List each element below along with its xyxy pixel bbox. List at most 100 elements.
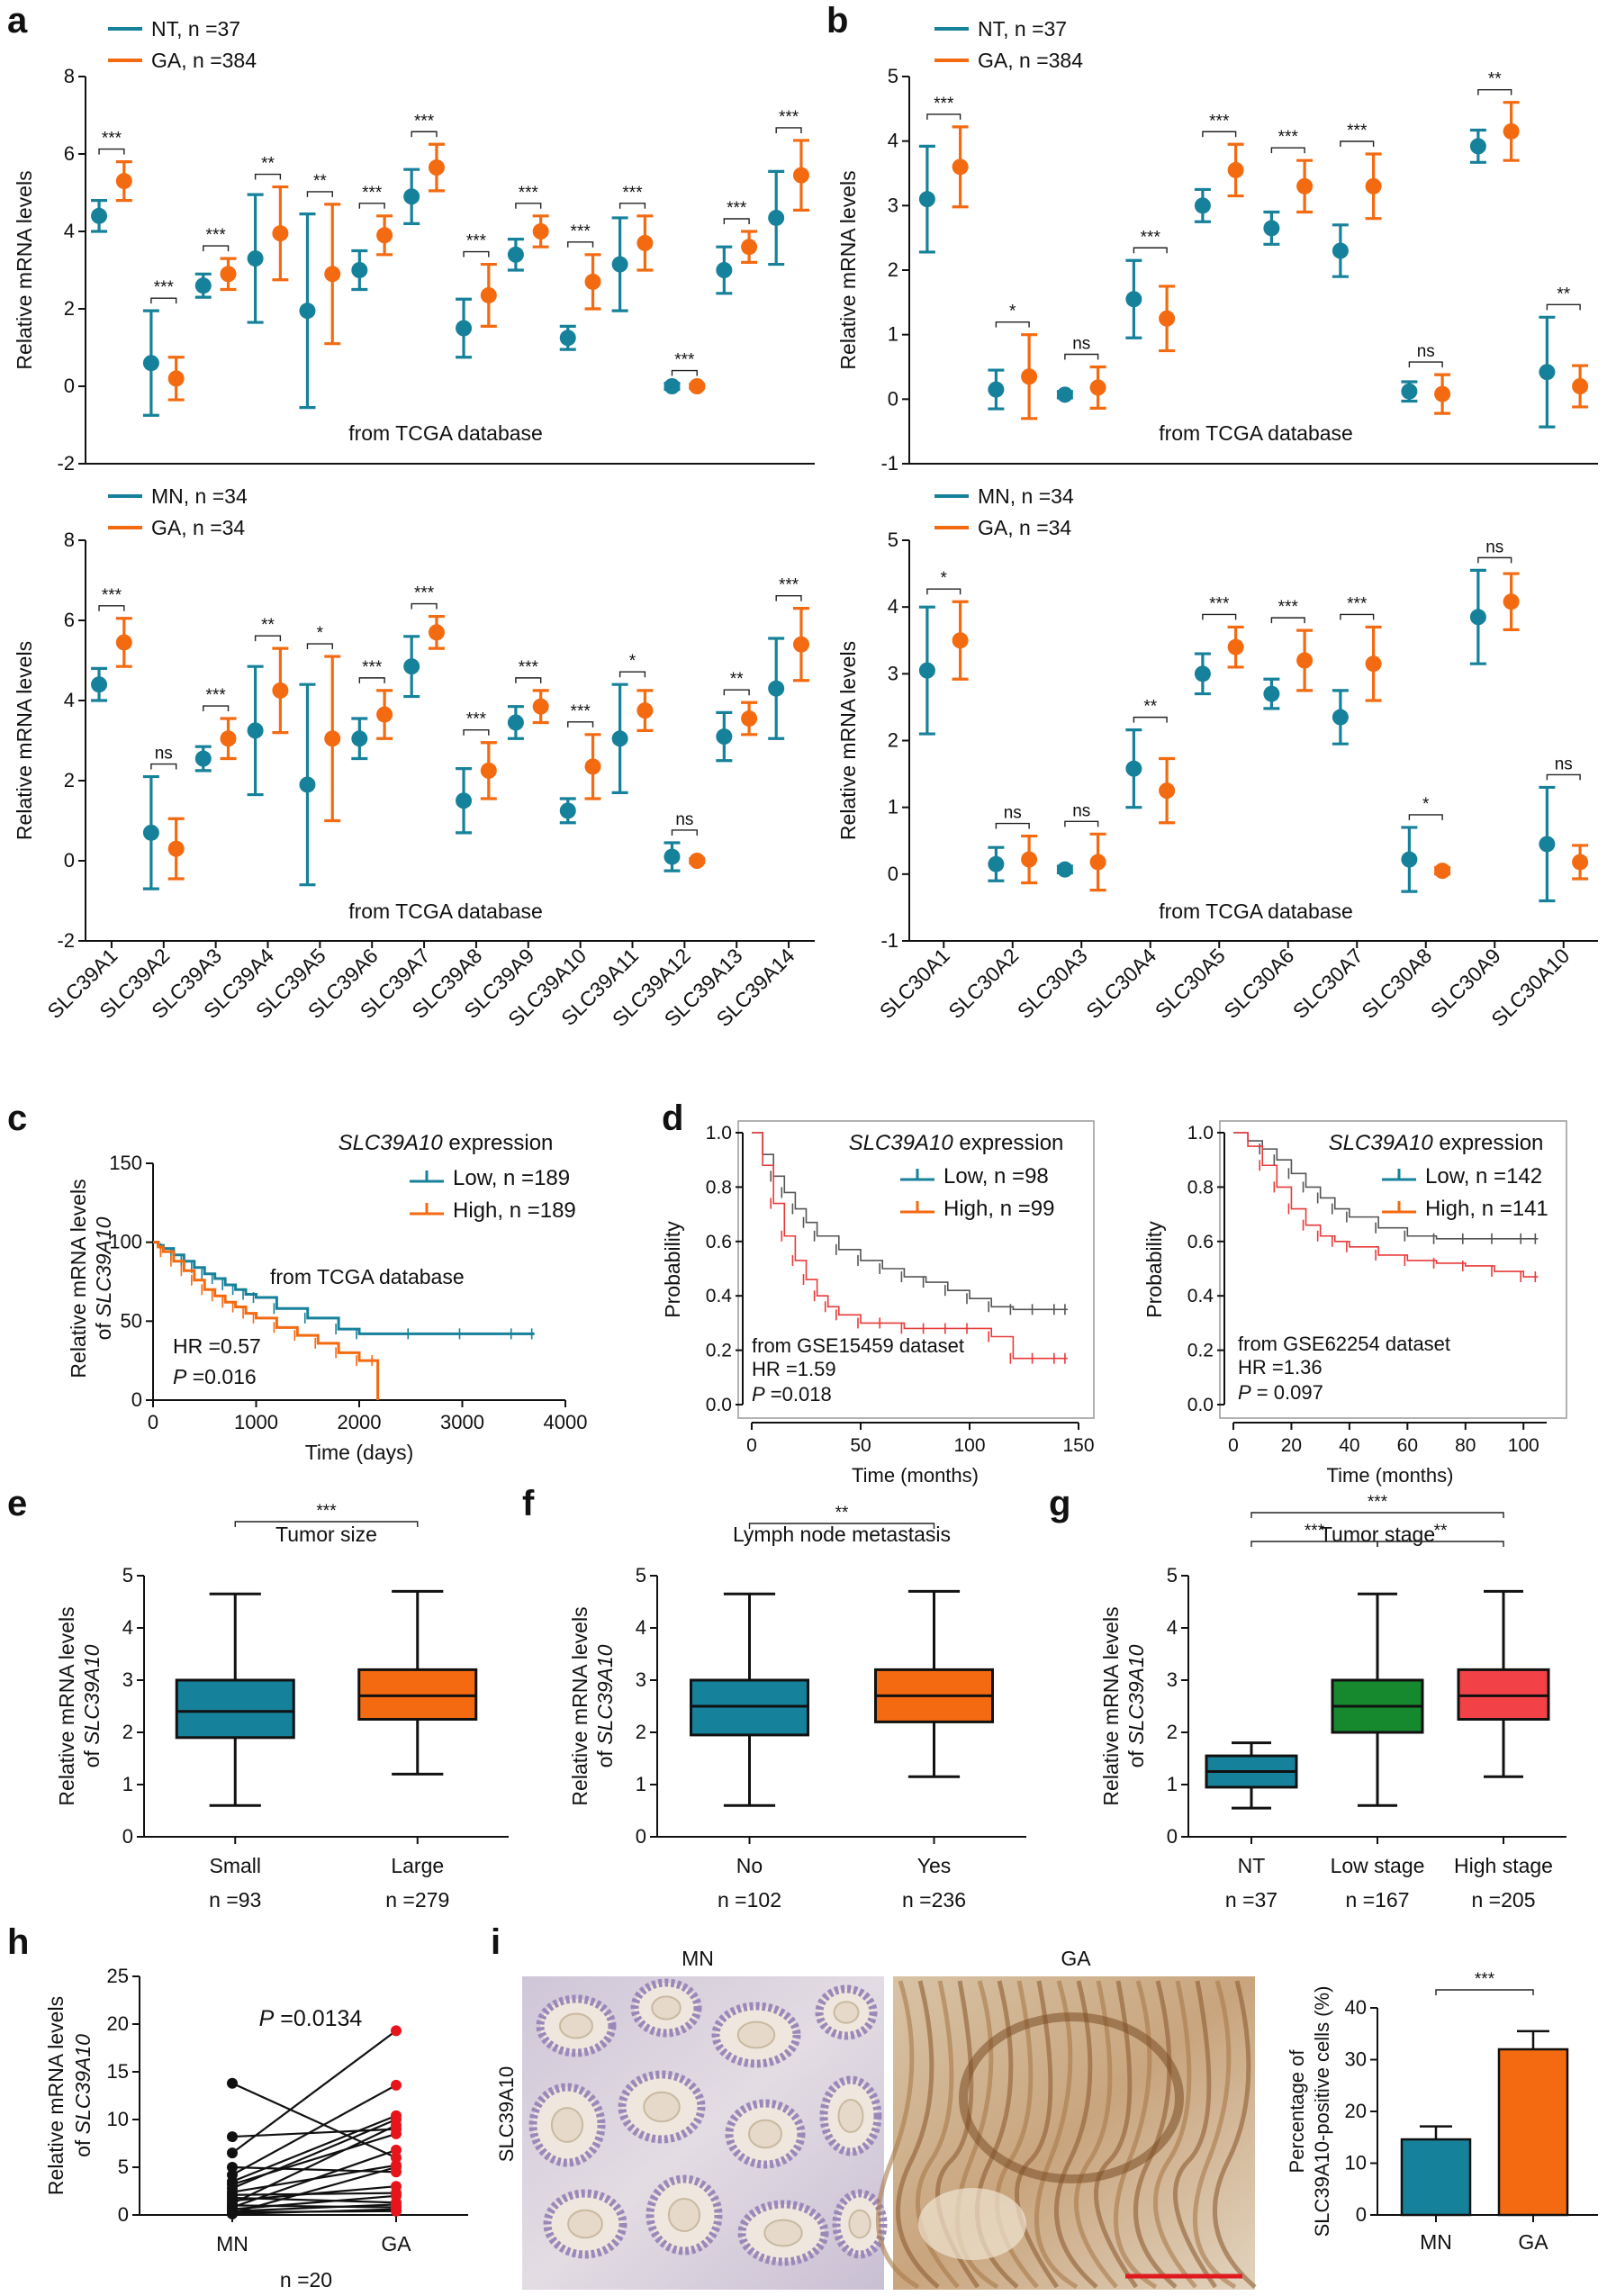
- significance-label: ***: [1278, 598, 1299, 617]
- y-tick-label: 4: [122, 1616, 133, 1639]
- legend-title: SLC39A10 expression: [1329, 1131, 1544, 1155]
- data-point-nt: [351, 262, 368, 278]
- data-point-ga: [1572, 378, 1589, 394]
- pair-line: [231, 2082, 397, 2159]
- data-point-ga: [689, 378, 706, 394]
- data-point-mn: [1056, 861, 1073, 878]
- stained-fiber: [1173, 1980, 1218, 2289]
- data-point-ga: [636, 234, 654, 251]
- x-tick-label: Low stage: [1331, 1854, 1425, 1877]
- stained-gland: [959, 2012, 1184, 2183]
- gland-lumen: [763, 2219, 803, 2247]
- stained-fiber: [1113, 1980, 1158, 2290]
- x-tick-label: Small: [209, 1854, 261, 1877]
- mn-point: [227, 2077, 238, 2089]
- y-axis-label-line1: Relative mRNA levels: [1099, 1606, 1123, 1805]
- group-count: n =93: [209, 1888, 261, 1912]
- y-tick-label: 0: [122, 1825, 133, 1848]
- chart-b_top: -1 0 1 2 3 4 5 Relative mRNA levels NT, n =37 GA,…: [836, 17, 1598, 475]
- significance-bracket: [1435, 1989, 1534, 1995]
- y-tick-label: 15: [107, 2060, 129, 2083]
- y-tick-label: 20: [1345, 2100, 1367, 2122]
- data-point-nt: [664, 378, 681, 394]
- p-value: P =0.018: [752, 1383, 832, 1406]
- data-point-ga: [1089, 854, 1106, 871]
- data-point-mn: [91, 676, 108, 693]
- data-point-ga: [428, 624, 445, 641]
- significance-label: ***: [316, 1502, 337, 1521]
- y-tick-label: 0.4: [1187, 1286, 1214, 1306]
- y-tick-label: 0: [888, 387, 898, 410]
- data-point-nt: [1332, 242, 1349, 259]
- pair-line: [231, 2165, 397, 2174]
- significance-bracket: [358, 677, 385, 683]
- y-tick-label: 1: [122, 1773, 133, 1795]
- stained-fiber: [1074, 1980, 1118, 2289]
- data-point-mn: [716, 728, 733, 746]
- data-point-ga: [1159, 310, 1176, 327]
- data-point-nt: [1401, 383, 1418, 400]
- significance-bracket: [1377, 1541, 1504, 1547]
- gland-lumen: [643, 2091, 681, 2123]
- ihc-title-ga: GA: [1061, 1947, 1091, 1970]
- y-tick-label: 5: [118, 2156, 129, 2178]
- significance-bracket: [254, 173, 282, 180]
- gland-lumen: [748, 2119, 782, 2149]
- y-tick-label: 4: [64, 220, 75, 242]
- significance-bracket: [775, 127, 802, 133]
- panel-label-h: h: [7, 1922, 29, 1962]
- data-point-mn: [1469, 609, 1486, 626]
- hazard-ratio: HR =1.59: [752, 1358, 836, 1380]
- data-point-ga: [115, 173, 132, 190]
- x-tick-label: SLC30A1: [875, 944, 954, 1023]
- pair-line: [231, 2203, 397, 2212]
- data-point-ga: [167, 370, 185, 387]
- significance-label: ***: [519, 658, 539, 677]
- source-annotation: from TCGA database: [348, 421, 543, 445]
- chart-title: Lymph node metastasis: [733, 1523, 951, 1546]
- data-point-nt: [1469, 138, 1486, 155]
- legend-label: Low, n =189: [453, 1166, 570, 1190]
- data-point-ga: [1503, 122, 1520, 140]
- legend-title-part: expression: [443, 1131, 554, 1155]
- x-tick-label: 1000: [234, 1411, 278, 1433]
- legend-label: NT, n =37: [151, 17, 240, 41]
- x-tick-label: GA: [1518, 2230, 1548, 2254]
- significance-bracket: [775, 594, 802, 601]
- significance-label: ***: [571, 702, 591, 721]
- legend-swatch: [410, 1203, 444, 1216]
- stained-fiber: [1153, 1980, 1197, 2289]
- plot-frame: [737, 1120, 1095, 1419]
- x-tick-label: SLC30A4: [1081, 944, 1160, 1023]
- significance-label: ***: [1209, 594, 1230, 613]
- y-tick-label: 2: [122, 1721, 133, 1743]
- km-curve-low: [752, 1132, 1068, 1311]
- mn-point: [227, 2131, 238, 2143]
- significance-bracket: [995, 822, 1030, 829]
- significance-label: ***: [102, 130, 122, 149]
- legend-label: Low, n =142: [1425, 1164, 1542, 1189]
- y-tick-label: 0: [131, 1388, 142, 1411]
- significance-bracket: [254, 635, 282, 642]
- data-point-ga: [741, 239, 758, 256]
- significance-label: **: [1488, 70, 1502, 89]
- significance-bracket: [1340, 140, 1375, 147]
- stained-fiber: [1213, 1980, 1257, 2289]
- legend-title-part: SLC39A10: [339, 1131, 444, 1155]
- source-annotation: from TCGA database: [348, 899, 543, 923]
- legend-title-part: SLC39A10: [1329, 1131, 1434, 1155]
- ga-point: [391, 2144, 402, 2156]
- panel-label-a: a: [7, 1, 28, 41]
- significance-label: *: [629, 652, 636, 671]
- legend-swatch: [410, 1171, 444, 1183]
- panel-label-d: d: [662, 1098, 683, 1138]
- pair-line: [231, 2118, 397, 2190]
- data-point-mn: [988, 855, 1005, 872]
- legend-label: GA, n =34: [978, 516, 1071, 539]
- hazard-ratio: HR =1.36: [1238, 1356, 1323, 1379]
- data-point-ga: [1434, 863, 1451, 880]
- y-tick-label: 3: [122, 1668, 133, 1691]
- data-point-ga: [792, 636, 809, 653]
- y-tick-label: 0: [118, 2203, 129, 2226]
